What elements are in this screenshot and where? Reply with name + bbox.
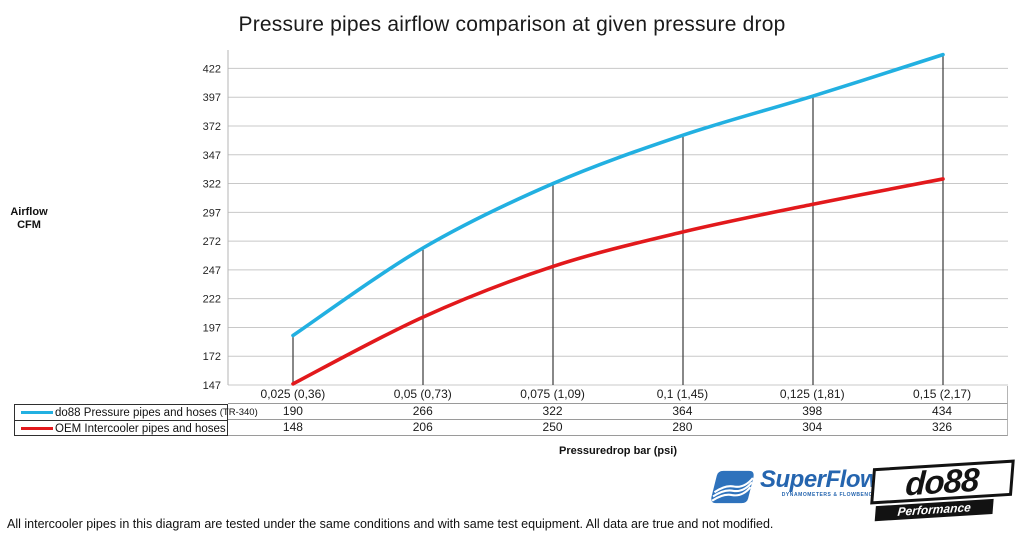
- do88-values-row: 190 266 322 364 398 434: [228, 404, 1008, 420]
- do88-value-cell: 434: [932, 404, 953, 418]
- superflow-tagline: DYNAMOMETERS & FLOWBENCHES: [781, 492, 885, 498]
- line-chart: 147 172 197 222 247 272 297 322 347 372 397 422: [203, 50, 1008, 392]
- oem-value-cell: 304: [802, 420, 823, 434]
- y-tick-label: 422: [203, 63, 221, 75]
- superflow-swoosh-icon: [711, 470, 754, 504]
- y-axis-label-line2: CFM: [17, 219, 41, 231]
- do88-series-suffix: (TR-340): [219, 407, 258, 418]
- gridlines: 147 172 197 222 247 272 297 322 347 372 397 422: [203, 50, 1008, 392]
- series-line-do88: [291, 52, 945, 338]
- oem-value-cell: 206: [412, 420, 433, 434]
- y-axis-label: Airflow CFM: [0, 206, 58, 232]
- x-category-label: 0,15 (2,17): [913, 387, 972, 401]
- x-axis-label: Pressuredrop bar (psi): [559, 445, 677, 457]
- superflow-logo: SuperFlow™ DYNAMOMETERS & FLOWBENCHES: [708, 468, 885, 506]
- x-category-label: 0,125 (1,81): [779, 387, 845, 401]
- drop-lines: [292, 54, 944, 385]
- oem-value-cell: 326: [932, 420, 953, 434]
- y-axis-label-line1: Airflow: [10, 206, 48, 218]
- do88-series-swatch: [21, 411, 53, 414]
- do88-value-cell: 398: [802, 404, 823, 418]
- do88-series-label: do88 Pressure pipes and hoses: [55, 406, 217, 419]
- footer-note: All intercooler pipes in this diagram ar…: [7, 517, 774, 531]
- do88-value-cell: 266: [412, 404, 433, 418]
- y-tick-label: 297: [203, 207, 221, 219]
- chart-title: Pressure pipes airflow comparison at giv…: [238, 13, 786, 36]
- oem-value-cell: 148: [282, 420, 303, 434]
- x-category-label: 0,05 (0,73): [393, 387, 452, 401]
- legend-item-oem: OEM Intercooler pipes and hoses: [15, 421, 227, 436]
- y-tick-label: 222: [203, 294, 221, 306]
- do88-wordmark: do88: [905, 460, 980, 503]
- oem-series-label: OEM Intercooler pipes and hoses: [55, 422, 226, 435]
- superflow-wordmark: SuperFlow™: [760, 468, 885, 492]
- do88-logo: do88 Performance: [870, 459, 1016, 522]
- legend-item-do88: do88 Pressure pipes and hoses (TR-340): [15, 405, 258, 421]
- legend: do88 Pressure pipes and hoses (TR-340) O…: [14, 404, 258, 436]
- do88-value-cell: 322: [542, 404, 563, 418]
- do88-value-cell: 190: [282, 404, 303, 418]
- y-tick-label: 347: [203, 150, 221, 162]
- y-tick-label: 197: [203, 322, 221, 334]
- x-category-label: 0,1 (1,45): [656, 387, 709, 401]
- y-tick-label: 272: [203, 236, 221, 248]
- oem-value-cell: 280: [672, 420, 693, 434]
- oem-value-cell: 250: [542, 420, 563, 434]
- y-tick-label: 397: [203, 92, 221, 104]
- oem-values-row: 148 206 250 280 304 326: [228, 420, 1008, 436]
- superflow-text: SuperFlow™ DYNAMOMETERS & FLOWBENCHES: [760, 468, 885, 499]
- y-tick-label: 372: [203, 121, 221, 133]
- y-tick-label: 247: [203, 265, 221, 277]
- x-category-label: 0,025 (0,36): [260, 387, 326, 401]
- oem-series-swatch: [21, 427, 53, 430]
- series-line-oem: [291, 177, 945, 386]
- y-tick-label: 172: [203, 351, 221, 363]
- x-category-label: 0,075 (1,09): [520, 387, 585, 401]
- y-tick-label: 322: [203, 179, 221, 191]
- y-tick-label: 147: [203, 380, 221, 392]
- do88-wordmark-box: do88: [870, 459, 1015, 505]
- do88-value-cell: 364: [672, 404, 693, 418]
- x-category-row: 0,025 (0,36) 0,05 (0,73) 0,075 (1,09) 0,1 (…: [228, 386, 1008, 404]
